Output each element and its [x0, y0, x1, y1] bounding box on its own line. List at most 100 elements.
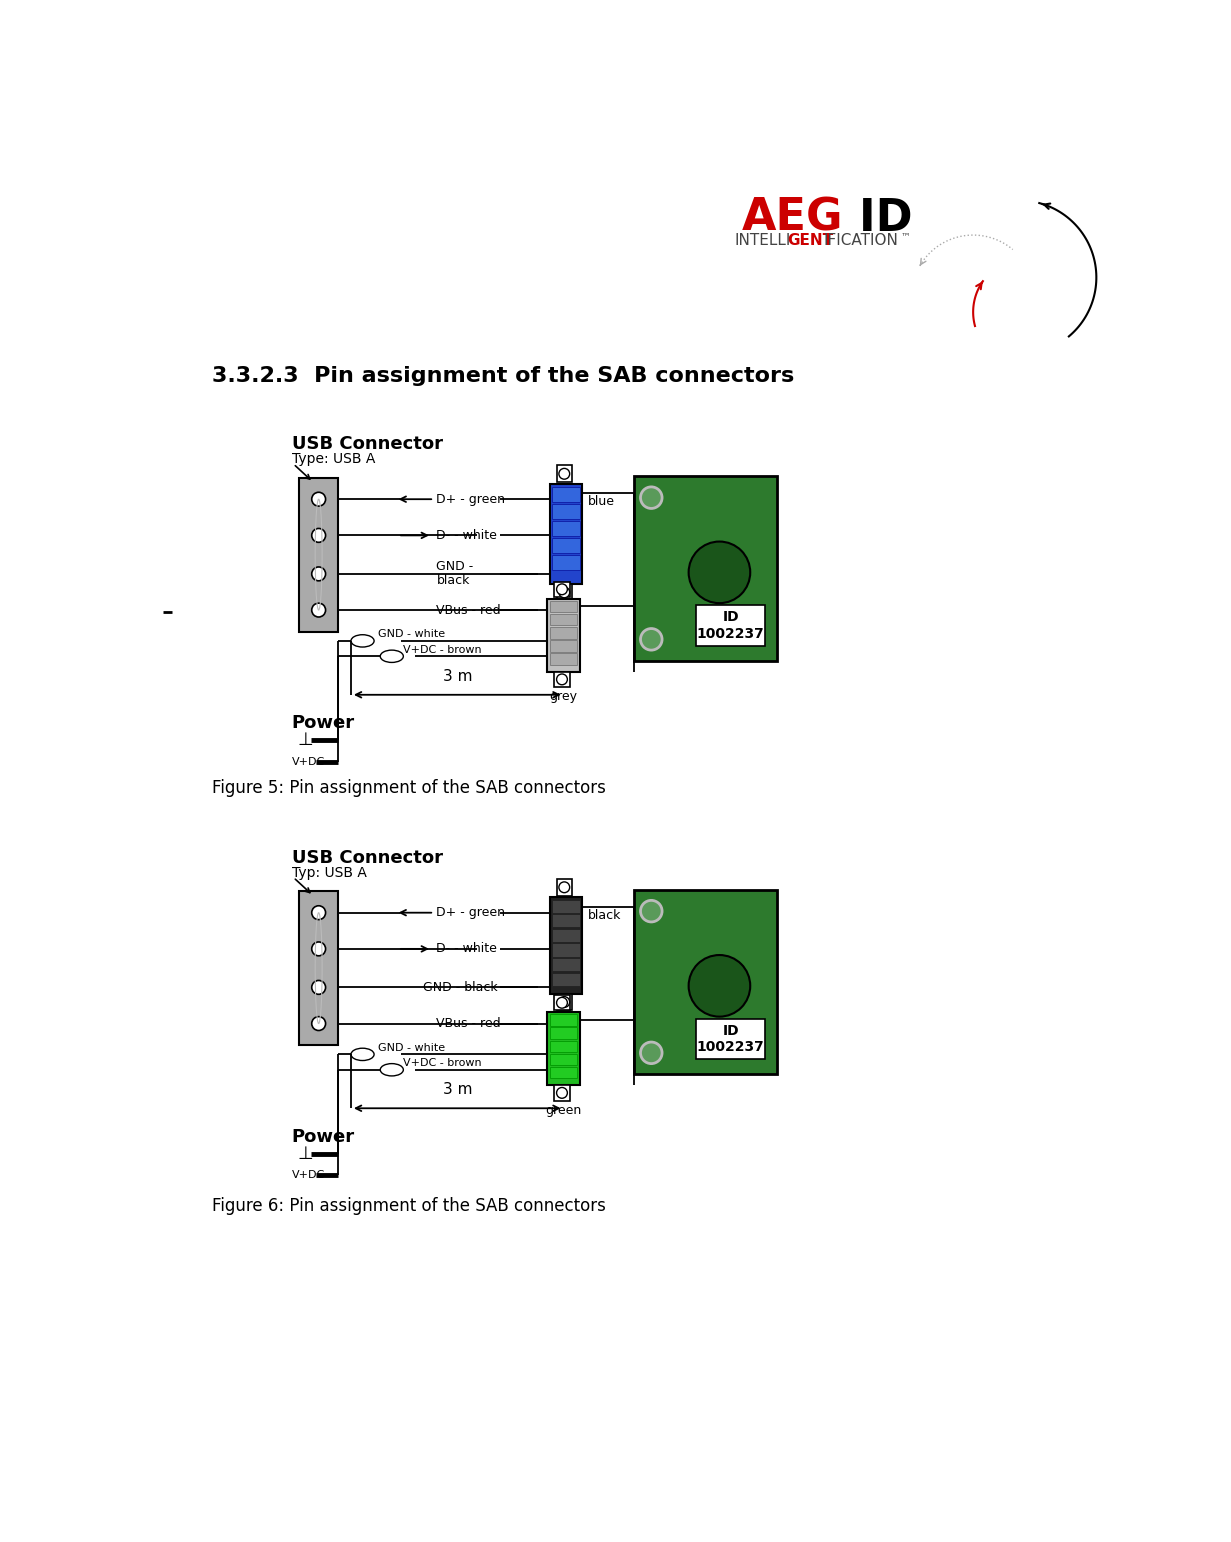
Text: G: G: [550, 603, 558, 612]
Text: 3 m: 3 m: [442, 669, 471, 685]
Text: L: L: [564, 976, 567, 984]
Circle shape: [311, 567, 325, 581]
Text: Power: Power: [292, 1127, 355, 1146]
Text: L: L: [564, 490, 569, 500]
Text: D+ - green: D+ - green: [437, 907, 506, 919]
Text: E: E: [551, 1069, 558, 1078]
Bar: [551, 487, 580, 503]
Text: GND - white: GND - white: [378, 629, 446, 640]
Bar: [551, 944, 580, 956]
Text: GND - white: GND - white: [378, 1042, 446, 1053]
Circle shape: [556, 674, 567, 685]
Bar: [551, 928, 580, 942]
Text: A: A: [551, 1030, 558, 1038]
Text: grey: grey: [549, 691, 577, 703]
Text: V+DC: V+DC: [292, 757, 325, 766]
Text: Typ: USB A: Typ: USB A: [292, 865, 367, 880]
Circle shape: [311, 492, 325, 506]
Text: GND - black: GND - black: [422, 981, 497, 995]
Bar: [550, 1027, 577, 1039]
Text: -US1: -US1: [556, 961, 575, 970]
Bar: [554, 672, 570, 688]
Text: +US1: +US1: [555, 947, 576, 956]
Text: Type: USB A: Type: USB A: [292, 452, 375, 466]
Text: black: black: [437, 574, 470, 588]
Ellipse shape: [688, 541, 750, 603]
Bar: [554, 1086, 570, 1101]
Text: C: C: [551, 1056, 558, 1064]
Bar: [551, 555, 580, 571]
Text: INTELLI: INTELLI: [735, 233, 790, 248]
Circle shape: [559, 882, 570, 893]
Bar: [550, 897, 582, 993]
Bar: [548, 1012, 580, 1086]
Bar: [550, 628, 577, 638]
Text: V+DC - brown: V+DC - brown: [404, 1058, 483, 1069]
Text: UL: UL: [560, 558, 571, 567]
Circle shape: [640, 901, 662, 922]
Bar: [550, 1041, 577, 1052]
Bar: [550, 1015, 577, 1025]
Bar: [299, 891, 337, 1045]
Text: ™: ™: [901, 231, 911, 241]
Bar: [554, 581, 570, 597]
Circle shape: [311, 603, 325, 617]
Circle shape: [640, 1042, 662, 1064]
Text: Power: Power: [292, 714, 355, 732]
Ellipse shape: [688, 954, 750, 1016]
Text: V+DC - brown: V+DC - brown: [404, 645, 483, 655]
Circle shape: [559, 588, 570, 598]
Circle shape: [640, 629, 662, 651]
Text: V+DC: V+DC: [292, 1170, 325, 1180]
Text: GENT: GENT: [787, 233, 833, 248]
Bar: [551, 973, 580, 985]
Bar: [634, 890, 777, 1075]
Text: Figure 6: Pin assignment of the SAB connectors: Figure 6: Pin assignment of the SAB conn…: [213, 1197, 606, 1215]
Text: blue: blue: [588, 495, 616, 509]
Bar: [550, 601, 577, 612]
Bar: [556, 584, 572, 601]
Text: D+ - green: D+ - green: [437, 493, 506, 506]
Text: B: B: [551, 1016, 558, 1025]
Text: USB Connector: USB Connector: [292, 848, 443, 867]
Text: AEG: AEG: [742, 196, 843, 239]
Circle shape: [311, 529, 325, 543]
Circle shape: [559, 996, 570, 1007]
Text: ID
1002237: ID 1002237: [697, 1024, 764, 1055]
Bar: [551, 521, 580, 537]
Bar: [550, 484, 582, 584]
Bar: [556, 993, 572, 1010]
Bar: [550, 614, 577, 626]
Circle shape: [556, 998, 567, 1008]
Circle shape: [311, 905, 325, 919]
Text: Figure 5: Pin assignment of the SAB connectors: Figure 5: Pin assignment of the SAB conn…: [213, 779, 606, 797]
Text: ⊥: ⊥: [297, 1144, 313, 1163]
Circle shape: [311, 1016, 325, 1030]
Bar: [550, 1067, 577, 1078]
Bar: [556, 466, 572, 483]
Bar: [550, 654, 577, 665]
Text: +US2: +US2: [555, 917, 576, 927]
Text: J: J: [553, 629, 555, 638]
Text: -US: -US: [559, 524, 572, 534]
Text: GND -: GND -: [437, 560, 474, 574]
Text: L: L: [564, 902, 567, 911]
Text: D- - white: D- - white: [437, 529, 497, 541]
Text: K: K: [551, 655, 558, 665]
Bar: [634, 476, 777, 662]
Bar: [550, 640, 577, 652]
Text: ID
1002237: ID 1002237: [697, 611, 764, 640]
Bar: [551, 899, 580, 913]
Text: 3.3.2.3  Pin assignment of the SAB connectors: 3.3.2.3 Pin assignment of the SAB connec…: [213, 365, 795, 386]
Text: -US2: -US2: [556, 931, 575, 941]
Circle shape: [640, 487, 662, 509]
Text: IFICATION: IFICATION: [824, 233, 897, 248]
Circle shape: [556, 584, 567, 595]
Text: ⊥: ⊥: [297, 731, 313, 749]
Bar: [696, 606, 766, 646]
Text: L: L: [564, 541, 569, 550]
Circle shape: [556, 1087, 567, 1098]
Bar: [548, 598, 580, 672]
Text: D: D: [550, 1042, 558, 1052]
Circle shape: [559, 469, 570, 480]
